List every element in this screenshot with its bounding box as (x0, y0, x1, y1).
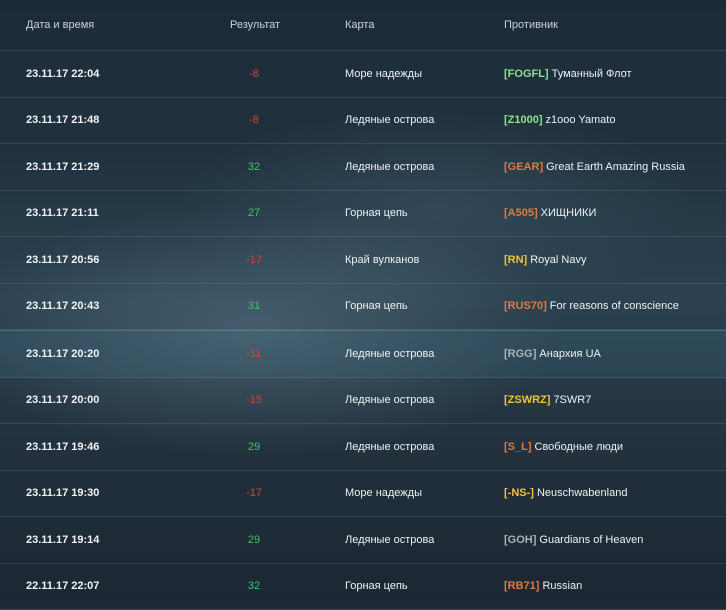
clan-tag[interactable]: [GOH] (504, 534, 536, 546)
row-date: 23.11.17 19:14 (26, 534, 99, 546)
clan-name: Guardians of Heaven (539, 534, 643, 546)
row-map: Горная цепь (345, 300, 408, 312)
header-date[interactable]: Дата и время (26, 19, 94, 31)
table-row[interactable]: 23.11.17 19:30 -17 Море надежды [-NS-]Neusc… (0, 471, 726, 518)
row-date: 23.11.17 21:11 (26, 207, 99, 219)
table-row[interactable]: 23.11.17 20:43 31 Горная цепь [RUS70]For re… (0, 284, 726, 331)
clan-tag[interactable]: [RB71] (504, 580, 539, 592)
table-body: 23.11.17 22:04 -8 Море надежды [FOGFL]Туман… (0, 51, 726, 610)
clan-tag[interactable]: [-NS-] (504, 487, 534, 499)
header-map[interactable]: Карта (345, 19, 374, 31)
clan-tag[interactable]: [S_L] (504, 441, 532, 453)
table-row[interactable]: 23.11.17 20:56 -17 Край вулканов [RN]Royal … (0, 237, 726, 284)
row-result: -8 (230, 68, 278, 80)
row-opponent: [RGG]Анархия UA (504, 348, 601, 360)
table-header: Дата и время Результат Карта Противник (0, 0, 726, 51)
row-date: 23.11.17 19:46 (26, 441, 99, 453)
row-date: 23.11.17 21:48 (26, 114, 99, 126)
clan-name: z1ooo Yamato (546, 114, 616, 126)
clan-name: Great Earth Amazing Russia (546, 161, 685, 173)
row-map: Ледяные острова (345, 161, 434, 173)
row-opponent: [FOGFL]Туманный Флот (504, 68, 631, 80)
row-map: Ледяные острова (345, 348, 434, 360)
row-map: Ледяные острова (345, 534, 434, 546)
row-map: Горная цепь (345, 207, 408, 219)
row-opponent: [ZSWRZ]7SWR7 (504, 394, 591, 406)
clan-name: 7SWR7 (553, 394, 591, 406)
row-date: 23.11.17 22:04 (26, 68, 99, 80)
clan-tag[interactable]: [RGG] (504, 348, 536, 360)
row-result: 29 (230, 441, 278, 453)
row-date: 23.11.17 21:29 (26, 161, 99, 173)
table-row[interactable]: 23.11.17 21:29 32 Ледяные острова [GEAR]Gre… (0, 144, 726, 191)
table-row[interactable]: 23.11.17 21:48 -8 Ледяные острова [Z1000]z1… (0, 98, 726, 145)
row-map: Край вулканов (345, 254, 419, 266)
row-opponent: [RN]Royal Navy (504, 254, 586, 266)
table-row[interactable]: 23.11.17 22:04 -8 Море надежды [FOGFL]Туман… (0, 51, 726, 98)
clan-tag[interactable]: [A505] (504, 207, 538, 219)
row-result: 27 (230, 207, 278, 219)
row-date: 23.11.17 20:43 (26, 300, 99, 312)
row-result: 32 (230, 580, 278, 592)
row-date: 23.11.17 19:30 (26, 487, 99, 499)
row-opponent: [Z1000]z1ooo Yamato (504, 114, 615, 126)
row-map: Ледяные острова (345, 441, 434, 453)
table-row[interactable]: 23.11.17 21:11 27 Горная цепь [A505]ХИЩНИКИ (0, 191, 726, 238)
clan-tag[interactable]: [GEAR] (504, 161, 543, 173)
table-row[interactable]: 23.11.17 20:00 -15 Ледяные острова [ZSWRZ]7… (0, 378, 726, 425)
row-opponent: [A505]ХИЩНИКИ (504, 207, 596, 219)
row-opponent: [RUS70]For reasons of conscience (504, 300, 679, 312)
row-map: Море надежды (345, 487, 422, 499)
row-opponent: [RB71]Russian (504, 580, 582, 592)
row-opponent: [GOH]Guardians of Heaven (504, 534, 643, 546)
clan-name: Royal Navy (530, 254, 586, 266)
row-date: 23.11.17 20:20 (26, 348, 99, 360)
row-result: -17 (230, 487, 278, 499)
clan-name: ХИЩНИКИ (541, 207, 597, 219)
header-opponent[interactable]: Противник (504, 19, 558, 31)
row-opponent: [-NS-]Neuschwabenland (504, 487, 627, 499)
clan-tag[interactable]: [Z1000] (504, 114, 543, 126)
row-result: -8 (230, 114, 278, 126)
row-date: 22.11.17 22:07 (26, 580, 99, 592)
table-row[interactable]: 23.11.17 20:20 -11 Ледяные острова [RGG]Ана… (0, 330, 726, 378)
row-map: Горная цепь (345, 580, 408, 592)
row-result: -17 (230, 254, 278, 266)
row-result: 29 (230, 534, 278, 546)
row-result: -11 (230, 348, 278, 360)
clan-name: Russian (542, 580, 582, 592)
table-row[interactable]: 22.11.17 22:07 32 Горная цепь [RB71]Russian (0, 564, 726, 610)
row-opponent: [GEAR]Great Earth Amazing Russia (504, 161, 685, 173)
row-map: Ледяные острова (345, 114, 434, 126)
clan-name: Свободные люди (535, 441, 624, 453)
clan-name: For reasons of conscience (550, 300, 679, 312)
row-result: 32 (230, 161, 278, 173)
clan-name: Анархия UA (539, 348, 600, 360)
clan-tag[interactable]: [RN] (504, 254, 527, 266)
row-map: Море надежды (345, 68, 422, 80)
clan-tag[interactable]: [FOGFL] (504, 68, 549, 80)
clan-tag[interactable]: [RUS70] (504, 300, 547, 312)
clan-name: Neuschwabenland (537, 487, 628, 499)
row-result: -15 (230, 394, 278, 406)
clan-tag[interactable]: [ZSWRZ] (504, 394, 550, 406)
row-result: 31 (230, 300, 278, 312)
clan-name: Туманный Флот (552, 68, 632, 80)
table-row[interactable]: 23.11.17 19:46 29 Ледяные острова [S_L]Своб… (0, 424, 726, 471)
row-date: 23.11.17 20:56 (26, 254, 99, 266)
row-opponent: [S_L]Свободные люди (504, 441, 623, 453)
row-date: 23.11.17 20:00 (26, 394, 99, 406)
header-result[interactable]: Результат (230, 19, 280, 31)
row-map: Ледяные острова (345, 394, 434, 406)
table-row[interactable]: 23.11.17 19:14 29 Ледяные острова [GOH]Guar… (0, 517, 726, 564)
